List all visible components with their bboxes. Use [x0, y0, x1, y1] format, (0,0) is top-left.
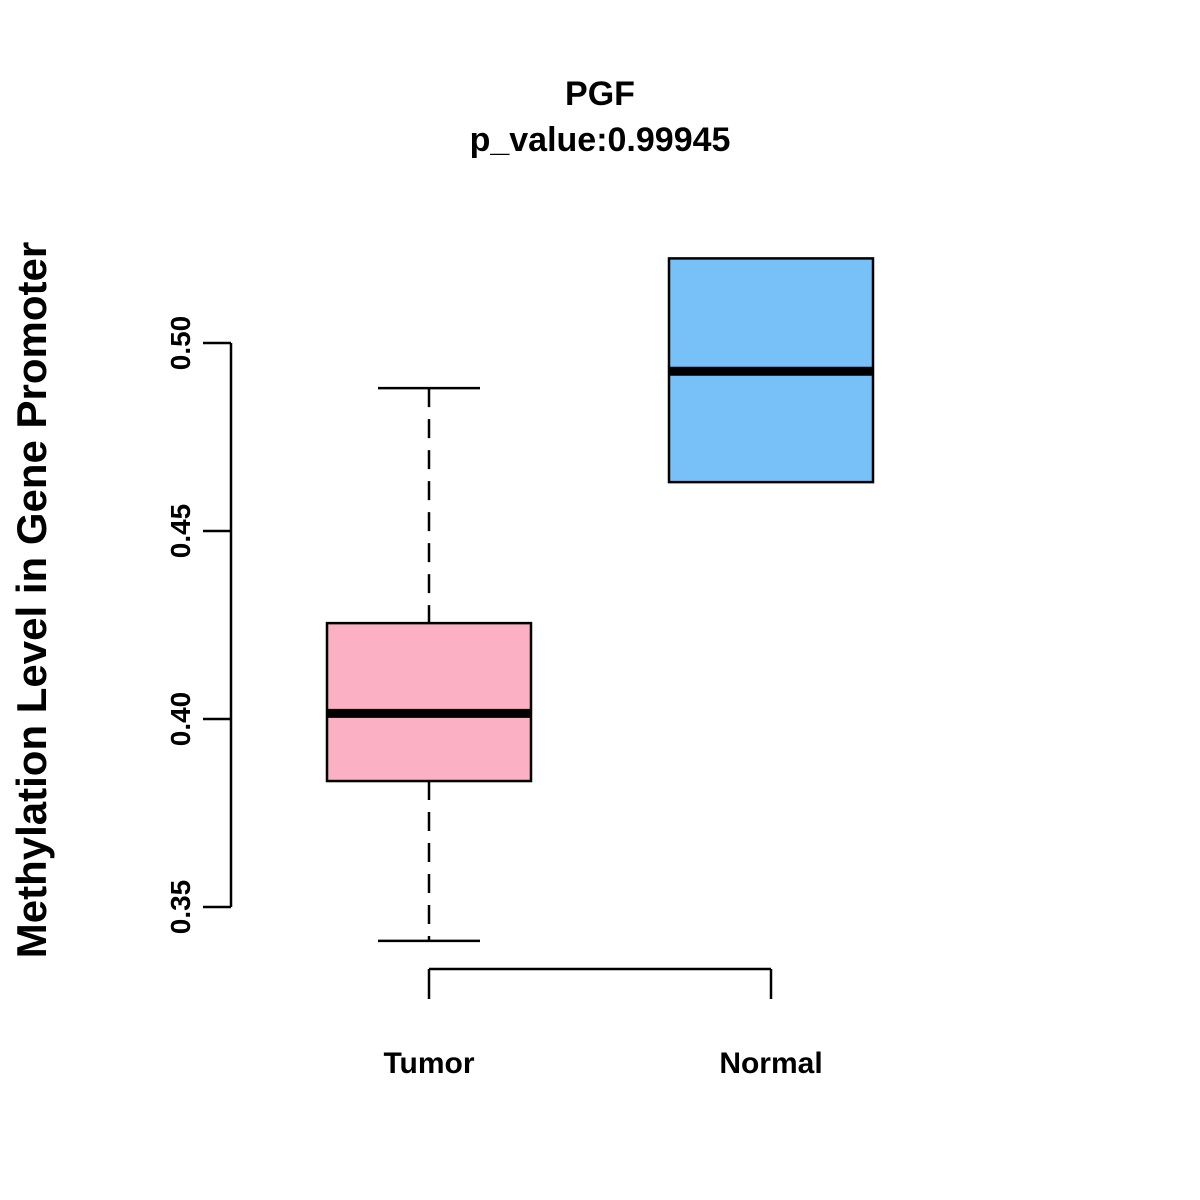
- y-axis-label: Methylation Level in Gene Promoter: [8, 242, 55, 958]
- chart-subtitle: p_value:0.99945: [470, 121, 731, 159]
- x-tick-label: Normal: [719, 1047, 822, 1080]
- y-tick-label: 0.40: [165, 692, 196, 747]
- y-axis: 0.35 0.40 0.45 0.50: [165, 316, 233, 935]
- y-tick-label: 0.45: [165, 504, 196, 559]
- box-iqr: [325, 621, 533, 783]
- x-tick-label: Tumor: [383, 1047, 474, 1080]
- x-axis: Tumor Normal: [383, 967, 823, 1080]
- chart-title: PGF: [565, 75, 635, 113]
- box-tumor: [325, 386, 533, 943]
- boxes-layer: [325, 257, 875, 943]
- y-tick-label: 0.50: [165, 316, 196, 371]
- y-tick-label: 0.35: [165, 880, 196, 935]
- box-normal: [667, 257, 875, 484]
